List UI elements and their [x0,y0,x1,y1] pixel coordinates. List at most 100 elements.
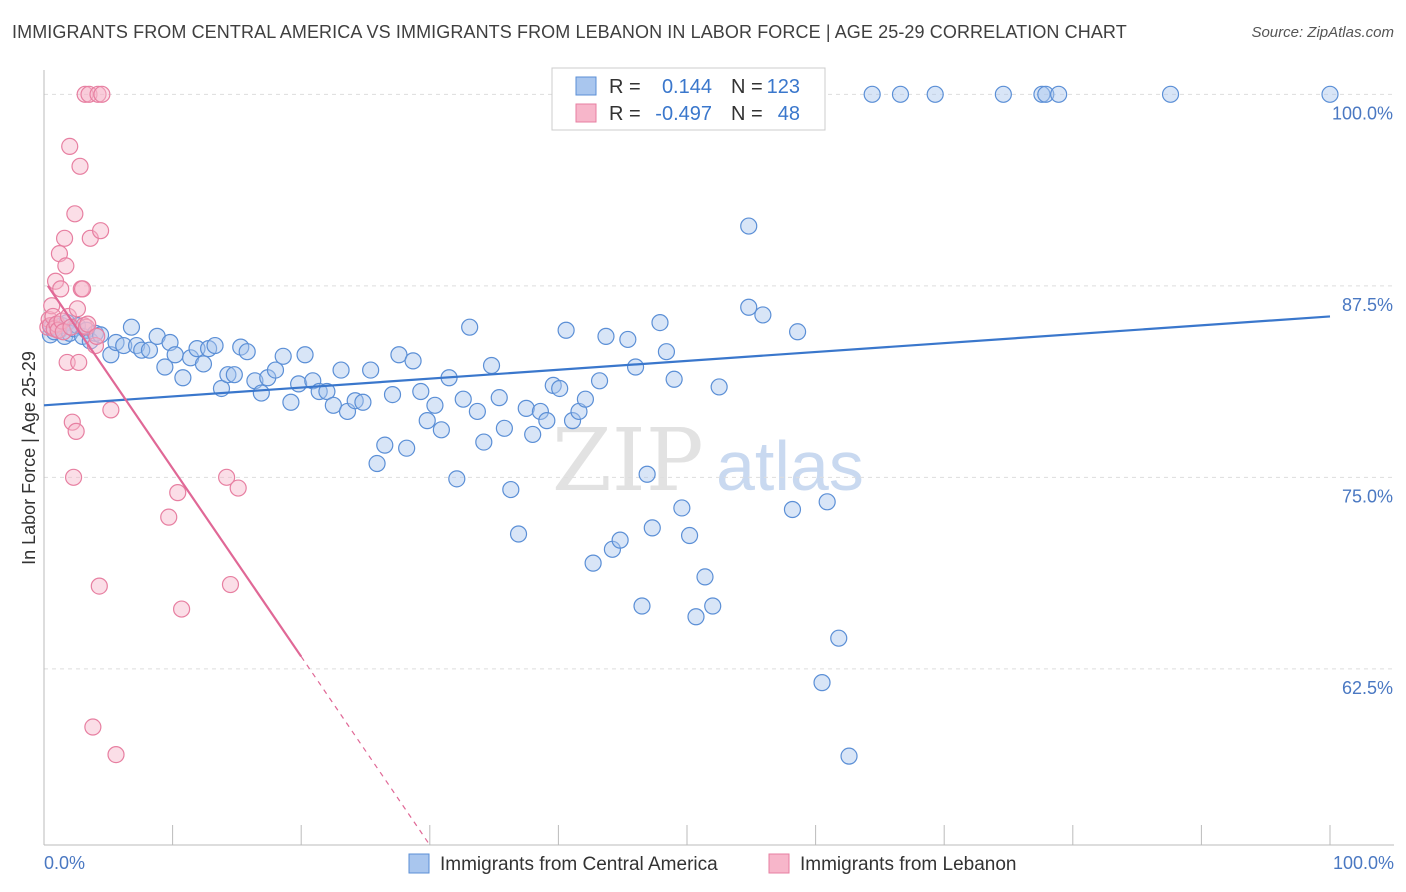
scatter-point [531,402,549,421]
scatter-point [502,480,520,499]
scatter-point [454,390,472,408]
trendlines [43,285,1331,846]
series-legend: Immigrants from Central America Immigran… [408,853,1017,875]
scatter-point [73,280,92,298]
stats-legend-box [551,67,826,131]
scatter-point [788,323,807,341]
scatter-point [404,352,422,370]
scatter-point [495,419,513,437]
series-lebanon-points [39,85,247,764]
scatter-point [274,347,292,365]
scatter-point [863,85,881,103]
scatter-point [229,479,247,497]
scatter-point [376,436,394,454]
scatter-point [252,384,270,402]
scatter-point [91,222,110,240]
x-ticks [172,825,1331,845]
trendline-lebanon-extension [300,656,431,846]
scatter-point [1050,85,1068,103]
scatter-point [830,629,848,647]
scatter-point [71,157,89,175]
scatter-point [475,433,493,451]
legend-swatch-pink [575,103,597,123]
legend-n-label-1: N = [731,76,763,98]
scatter-point [611,531,629,549]
scatter-point [665,370,683,388]
scatter-point [840,747,858,765]
scatter-point [509,525,528,543]
scatter-point [1037,85,1055,103]
scatter-point [66,205,84,223]
scatter-point [813,674,831,692]
scatter-point [324,396,342,414]
scatter-point [84,718,102,736]
scatter-point [266,361,285,379]
stats-legend: R = 0.144 N = 123 R = -0.497 N = 48 [551,67,826,131]
scatter-point [169,484,187,502]
scatter-point [687,608,705,626]
legend-n-value-1: 123 [767,76,800,98]
legend-label-lebanon: Immigrants from Lebanon [800,854,1017,875]
scatter-point [680,526,699,545]
scatter-point [57,257,75,275]
legend-swatch-blue [575,76,597,96]
scatter-point [354,393,372,411]
scatter-point [557,321,575,339]
scatter-point [225,366,243,384]
x-tick-label-min: 0.0% [44,853,85,873]
scatter-point [517,399,535,417]
series-central-america-points [41,85,1339,765]
scatter-point [174,369,192,387]
scatter-point [710,378,728,396]
scatter-point [657,343,676,361]
trendline-lebanon [46,285,303,658]
scatter-point [418,412,436,430]
scatter-point [482,356,501,375]
scatter-point [194,355,213,373]
scatter-point [107,746,125,764]
scatter-point [332,361,350,379]
scatter-point [994,85,1012,103]
scatter-point [115,336,133,355]
scatter-point [740,298,758,316]
legend-n-label-2: N = [731,103,763,125]
scatter-point [282,393,300,411]
scatter-point [88,327,106,345]
scatter-point [696,568,714,586]
scatter-point [218,468,236,486]
scatter-point [76,85,94,103]
scatter-point [563,412,582,430]
legend-swatch-central-america [408,853,430,874]
scatter-point [140,341,159,359]
scatter-point [61,137,79,156]
scatter-point [127,336,146,355]
scatter-point [633,597,651,615]
scatter-point [390,346,408,364]
scatter-point [818,493,836,511]
scatter-point [80,85,98,103]
y-tick-label: 75.0% [1342,486,1393,506]
scatter-point [704,597,722,615]
scatter-point [597,327,615,345]
scatter-point [643,519,661,537]
scatter-point [156,358,174,376]
scatter-point [318,382,336,401]
scatter-point [448,470,466,488]
scatter-point [783,500,802,519]
y-tick-label: 100.0% [1332,103,1393,123]
scatter-point [524,425,542,444]
y-tick-labels: 62.5% 75.0% 87.5% 100.0% [1332,103,1393,698]
scatter-point [551,379,569,398]
scatter-point [432,421,450,439]
scatter-point [1161,85,1180,103]
scatter-point [368,454,386,473]
watermark-atlas: atlas [716,427,864,505]
scatter-point [626,358,645,376]
scatter-point [68,300,87,318]
scatter-point [1321,85,1339,103]
scatter-point [412,382,430,401]
scatter-point [398,439,416,457]
scatter-point [891,85,910,103]
scatter-point [219,366,237,384]
y-tick-label: 87.5% [1342,295,1393,315]
